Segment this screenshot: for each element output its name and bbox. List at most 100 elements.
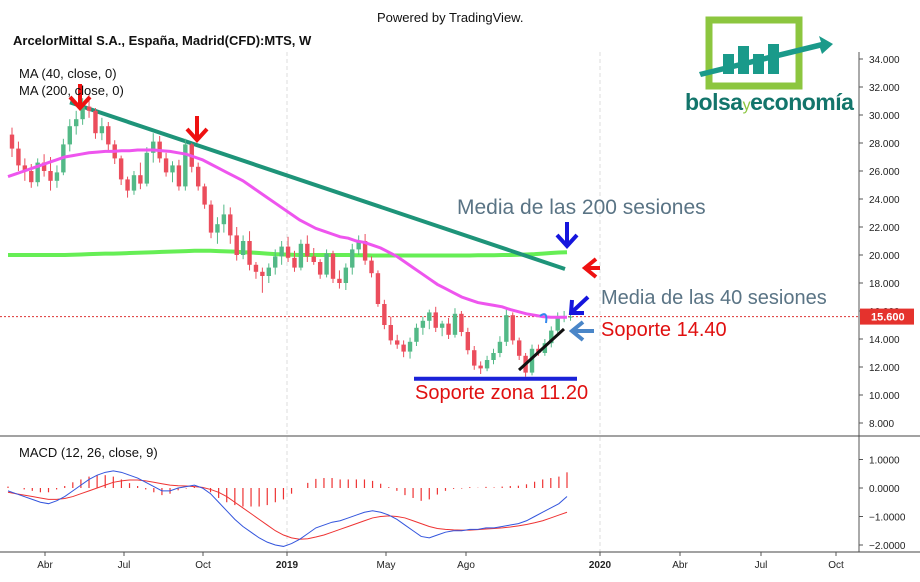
logo-text-bolsa: bolsa — [685, 89, 743, 115]
annotation-soporte1440: Soporte 14.40 — [601, 319, 727, 341]
candle-body — [260, 271, 265, 276]
time-tick-label: Abr — [672, 560, 688, 571]
price-tick-label: 26.000 — [869, 167, 900, 178]
candle-body — [247, 241, 252, 265]
candle-body — [151, 141, 156, 153]
macd-tick-label: 0.0000 — [869, 484, 900, 495]
time-tick-label: Abr — [37, 560, 53, 571]
candle-body — [144, 152, 150, 184]
price-tick-label: 22.000 — [869, 223, 900, 234]
candle-body — [484, 360, 490, 369]
arrows — [68, 84, 600, 342]
candle-body — [215, 224, 220, 233]
macd-tick-label: −2.0000 — [869, 541, 906, 552]
macd-signal-line — [7, 479, 568, 540]
blue-arrow-ma40-head — [568, 299, 584, 315]
trendline — [69, 100, 566, 271]
candle-body — [279, 246, 284, 257]
candle-body — [221, 214, 227, 225]
logo-graphic-icon — [699, 16, 833, 90]
candle-body — [195, 166, 201, 187]
current-price-badge — [860, 308, 914, 325]
candle-body — [208, 204, 214, 233]
logo-text-y: y — [742, 97, 751, 114]
macd-legend[interactable]: MACD (12, 26, close, 9) — [19, 445, 158, 460]
time-tick-label: Jul — [118, 560, 131, 571]
ma40-series — [7, 148, 567, 319]
time-tick-label: Oct — [195, 560, 211, 571]
ma40-legend[interactable]: MA (40, close, 0) — [19, 66, 117, 81]
macd-panel — [7, 470, 568, 547]
price-tick-label: 34.000 — [869, 55, 900, 66]
time-tick-label: Jul — [755, 560, 768, 571]
candle-body — [163, 158, 169, 173]
time-tick-label: May — [377, 560, 396, 571]
candle-body — [29, 171, 34, 183]
candle-body — [285, 246, 291, 258]
candle-body — [388, 325, 393, 341]
candle-body — [337, 278, 342, 283]
candle-body — [48, 171, 53, 181]
logo: bolsayeconomía — [681, 14, 856, 119]
price-tick-label: 20.000 — [869, 251, 900, 262]
candle-body — [362, 241, 368, 261]
macd-tick-label: 1.0000 — [869, 456, 900, 467]
candle-body — [228, 214, 233, 236]
candle-body — [330, 253, 336, 279]
price-tick-label: 30.000 — [869, 111, 900, 122]
powered-by[interactable]: Powered by TradingView. — [377, 10, 524, 25]
lightblue-arrow-support-head — [568, 320, 585, 342]
ma40-line — [7, 148, 567, 319]
candle-body — [311, 256, 316, 262]
annotation-media40: Media de las 40 sesiones — [601, 287, 827, 309]
annotation-media200: Media de las 200 sesiones — [457, 196, 706, 219]
axes: 34.000 32.000 30.000 28.000 26.000 24.000 22.0… — [0, 52, 920, 571]
ma200-legend[interactable]: MA (200, close, 0) — [19, 83, 124, 98]
macd-tick-label: −1.0000 — [869, 513, 906, 524]
candle-body — [74, 119, 79, 127]
blue-arrow-ma40-shaft — [570, 295, 590, 314]
candle-body — [491, 353, 496, 360]
candle-body — [433, 312, 438, 328]
candle-body — [317, 262, 323, 275]
time-tick-label: Ago — [457, 560, 475, 571]
candle-body — [183, 144, 188, 187]
time-tick-label: Oct — [828, 560, 844, 571]
candle-body — [549, 330, 554, 344]
candle-body — [202, 186, 207, 205]
candle-body — [555, 316, 560, 331]
red-arrow-top-head — [68, 95, 92, 111]
price-tick-label: 28.000 — [869, 139, 900, 150]
candle-body — [446, 323, 451, 335]
current-price-label: 15.600 — [871, 312, 905, 324]
candle-body — [343, 267, 349, 283]
highlight-curve — [539, 313, 548, 324]
candle-body — [273, 256, 278, 268]
candle-body — [504, 315, 509, 342]
red-arrow-top-head — [185, 127, 209, 143]
candle-body — [407, 341, 413, 352]
candle-body — [369, 260, 374, 274]
macd-main-line — [7, 470, 568, 547]
price-tick-label: 14.000 — [869, 335, 900, 346]
candle-body — [9, 134, 15, 149]
candle-body — [99, 126, 105, 134]
candle-body — [16, 148, 21, 166]
red-arrow-trend-head — [581, 257, 598, 279]
candle-body — [131, 175, 137, 191]
candle-body — [138, 175, 143, 184]
price-tick-label: 12.000 — [869, 363, 900, 374]
candle-body — [472, 350, 477, 366]
candle-body — [516, 340, 522, 356]
price-tick-label: 24.000 — [869, 195, 900, 206]
candle-body — [54, 172, 60, 181]
candle-body — [80, 106, 85, 120]
candle-body — [170, 165, 175, 173]
candle-body — [568, 316, 573, 318]
support-1440-line — [517, 327, 566, 372]
candle-body — [356, 241, 361, 250]
candle-body — [67, 126, 72, 145]
time-tick-label: 2019 — [276, 560, 299, 571]
candle-body — [86, 106, 92, 111]
